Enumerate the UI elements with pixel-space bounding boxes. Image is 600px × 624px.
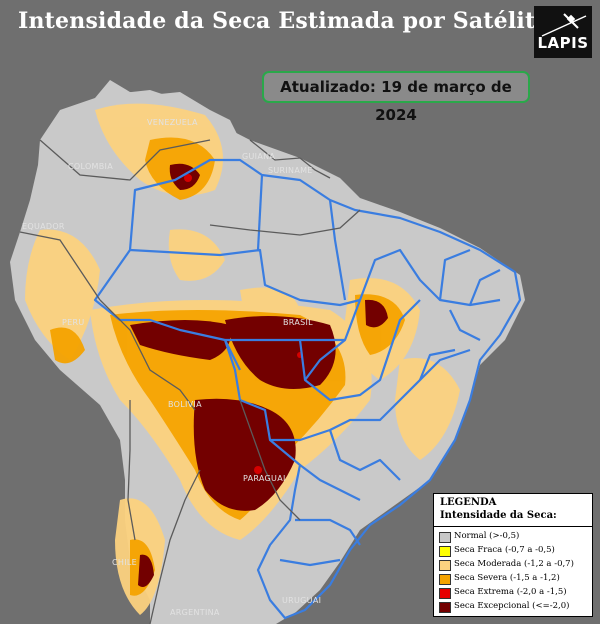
- legend-divider: [434, 526, 592, 527]
- country-label-guiana: GUIANA: [242, 152, 276, 161]
- legend: LEGENDA Intensidade da Seca: Normal (>-0…: [433, 493, 593, 617]
- legend-label: Seca Severa (-1,5 a -1,2): [454, 573, 560, 583]
- updated-date: Atualizado: 19 de março de 2024: [262, 71, 530, 124]
- country-label-uruguai: URUGUAI: [282, 596, 322, 605]
- legend-swatch: [439, 588, 451, 599]
- legend-item-normal: Normal (>-0,5): [439, 531, 591, 544]
- legend-swatch: [439, 546, 451, 557]
- legend-item-seca-extrema: Seca Extrema (-2,0 a -1,5): [439, 587, 591, 600]
- legend-swatch: [439, 574, 451, 585]
- country-label-suriname: SURINAME: [268, 166, 313, 175]
- country-label-brasil: BRASIL: [283, 318, 313, 327]
- country-label-peru: PERU: [62, 318, 85, 327]
- country-label-argentina: ARGENTINA: [170, 608, 220, 617]
- country-label-bolivia: BOLIVIA: [168, 400, 202, 409]
- legend-label: Seca Moderada (-1,2 a -0,7): [454, 559, 574, 569]
- country-label-venezuela: VENEZUELA: [147, 118, 198, 127]
- legend-label: Seca Extrema (-2,0 a -1,5): [454, 587, 567, 597]
- satellite-icon: [541, 13, 587, 37]
- legend-swatch: [439, 560, 451, 571]
- legend-swatch: [439, 532, 451, 543]
- country-label-paraguai: PARAGUAI: [243, 474, 286, 483]
- legend-item-seca-severa: Seca Severa (-1,5 a -1,2): [439, 573, 591, 586]
- lapis-logo: LAPIS: [534, 6, 592, 58]
- logo-text: LAPIS: [537, 34, 589, 52]
- legend-title: LEGENDA: [440, 497, 497, 508]
- legend-item-seca-excepcional: Seca Excepcional (<=-2,0): [439, 601, 591, 614]
- legend-swatch: [439, 602, 451, 613]
- legend-item-seca-fraca: Seca Fraca (-0,7 a -0,5): [439, 545, 591, 558]
- brazil-state-boundaries: [93, 158, 522, 620]
- country-label-equador: EQUADOR: [22, 222, 65, 231]
- legend-label: Normal (>-0,5): [454, 531, 520, 541]
- legend-subtitle: Intensidade da Seca:: [440, 510, 557, 521]
- country-label-chile: CHILE: [112, 558, 137, 567]
- legend-label: Seca Excepcional (<=-2,0): [454, 601, 570, 611]
- country-boundaries: [19, 139, 361, 624]
- legend-label: Seca Fraca (-0,7 a -0,5): [454, 545, 555, 555]
- page-title: Intensidade da Seca Estimada por Satélit…: [18, 8, 550, 34]
- legend-item-seca-moderada: Seca Moderada (-1,2 a -0,7): [439, 559, 591, 572]
- country-label-colombia: COLOMBIA: [68, 162, 113, 171]
